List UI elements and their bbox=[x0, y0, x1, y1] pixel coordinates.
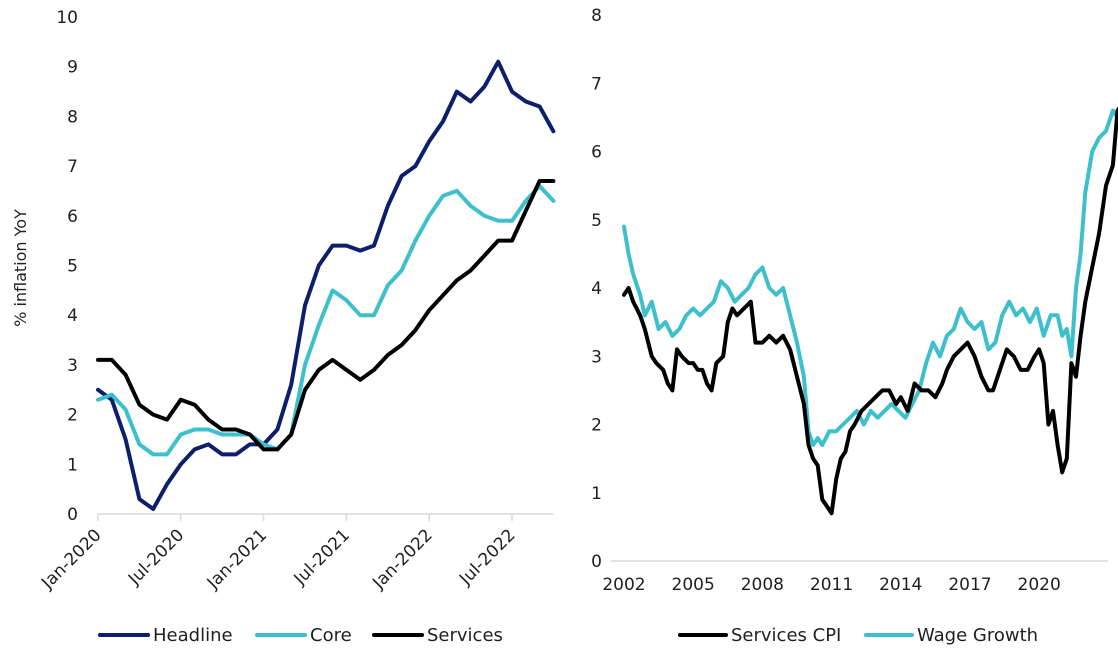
series-line-services bbox=[96, 179, 556, 452]
right-x-tick-2002: 2002 bbox=[602, 575, 645, 595]
legend-label-wage-growth: Wage Growth bbox=[917, 625, 1038, 646]
left-y-axis-title: % inflation YoY bbox=[11, 209, 30, 327]
right-x-axis: 2002 2005 2008 2011 2014 2017 2020 bbox=[602, 560, 1108, 595]
left-x-tick-jan-2021: Jan-2021 bbox=[203, 525, 271, 593]
right-x-tick-2017: 2017 bbox=[948, 575, 991, 595]
right-legend: Services CPI Wage Growth bbox=[678, 625, 1038, 646]
left-y-tick-5: 5 bbox=[67, 257, 78, 277]
left-y-tick-4: 4 bbox=[67, 306, 78, 326]
right-x-tick-2011: 2011 bbox=[810, 575, 853, 595]
left-x-axis: Jan-2020 Jul-2020 Jan-2021 Jul-2021 Jan-2022… bbox=[37, 513, 554, 594]
right-y-tick-6: 6 bbox=[591, 143, 602, 163]
left-y-tick-0: 0 bbox=[67, 505, 78, 525]
right-y-tick-3: 3 bbox=[591, 347, 602, 367]
left-legend: Headline Core Services bbox=[98, 625, 503, 646]
legend-label-core: Core bbox=[310, 625, 352, 646]
right-y-tick-labels: 0 1 2 3 4 5 6 7 8 bbox=[591, 6, 602, 572]
series-line-headline bbox=[96, 59, 556, 511]
left-y-tick-7: 7 bbox=[67, 157, 78, 177]
right-y-tick-0: 0 bbox=[591, 552, 602, 572]
left-x-tick-jan-2022: Jan-2022 bbox=[368, 525, 436, 593]
legend-label-services-cpi: Services CPI bbox=[731, 625, 841, 646]
left-y-tick-2: 2 bbox=[67, 406, 78, 426]
legend-label-services: Services bbox=[427, 625, 503, 646]
left-x-tick-jul-2020: Jul-2020 bbox=[124, 525, 188, 589]
left-y-tick-6: 6 bbox=[67, 207, 78, 227]
series-line-core bbox=[96, 184, 556, 457]
right-y-tick-7: 7 bbox=[591, 74, 602, 94]
left-x-tick-jan-2020: Jan-2020 bbox=[37, 525, 105, 593]
left-y-tick-1: 1 bbox=[67, 455, 78, 475]
right-y-tick-1: 1 bbox=[591, 484, 602, 504]
right-x-tick-2020: 2020 bbox=[1018, 575, 1061, 595]
right-chart: 0 1 2 3 4 5 6 7 8 2002 2005 2008 2011 2014 2017 2020 S… bbox=[591, 6, 1118, 646]
left-x-tick-jul-2021: Jul-2021 bbox=[290, 525, 354, 589]
right-y-tick-4: 4 bbox=[591, 279, 602, 299]
series-line-services-cpi bbox=[622, 106, 1118, 516]
legend-label-headline: Headline bbox=[153, 625, 233, 646]
left-y-tick-9: 9 bbox=[67, 58, 78, 78]
left-y-tick-labels: 0 1 2 3 4 5 6 7 8 9 10 bbox=[56, 8, 78, 525]
left-y-tick-3: 3 bbox=[67, 356, 78, 376]
right-y-tick-2: 2 bbox=[591, 416, 602, 436]
series-line-wage-growth bbox=[622, 108, 1118, 447]
right-series-lines bbox=[622, 106, 1118, 516]
left-chart: % inflation YoY 0 1 2 3 4 5 6 7 8 9 10 Jan-2020 Jul… bbox=[11, 8, 556, 646]
right-y-tick-5: 5 bbox=[591, 211, 602, 231]
right-x-tick-2005: 2005 bbox=[672, 575, 715, 595]
left-series-lines bbox=[96, 59, 556, 511]
right-x-tick-2008: 2008 bbox=[741, 575, 784, 595]
left-y-tick-10: 10 bbox=[56, 8, 78, 28]
left-x-tick-jul-2022: Jul-2022 bbox=[455, 525, 519, 589]
left-y-tick-8: 8 bbox=[67, 107, 78, 127]
right-y-tick-8: 8 bbox=[591, 6, 602, 26]
right-x-tick-2014: 2014 bbox=[879, 575, 922, 595]
